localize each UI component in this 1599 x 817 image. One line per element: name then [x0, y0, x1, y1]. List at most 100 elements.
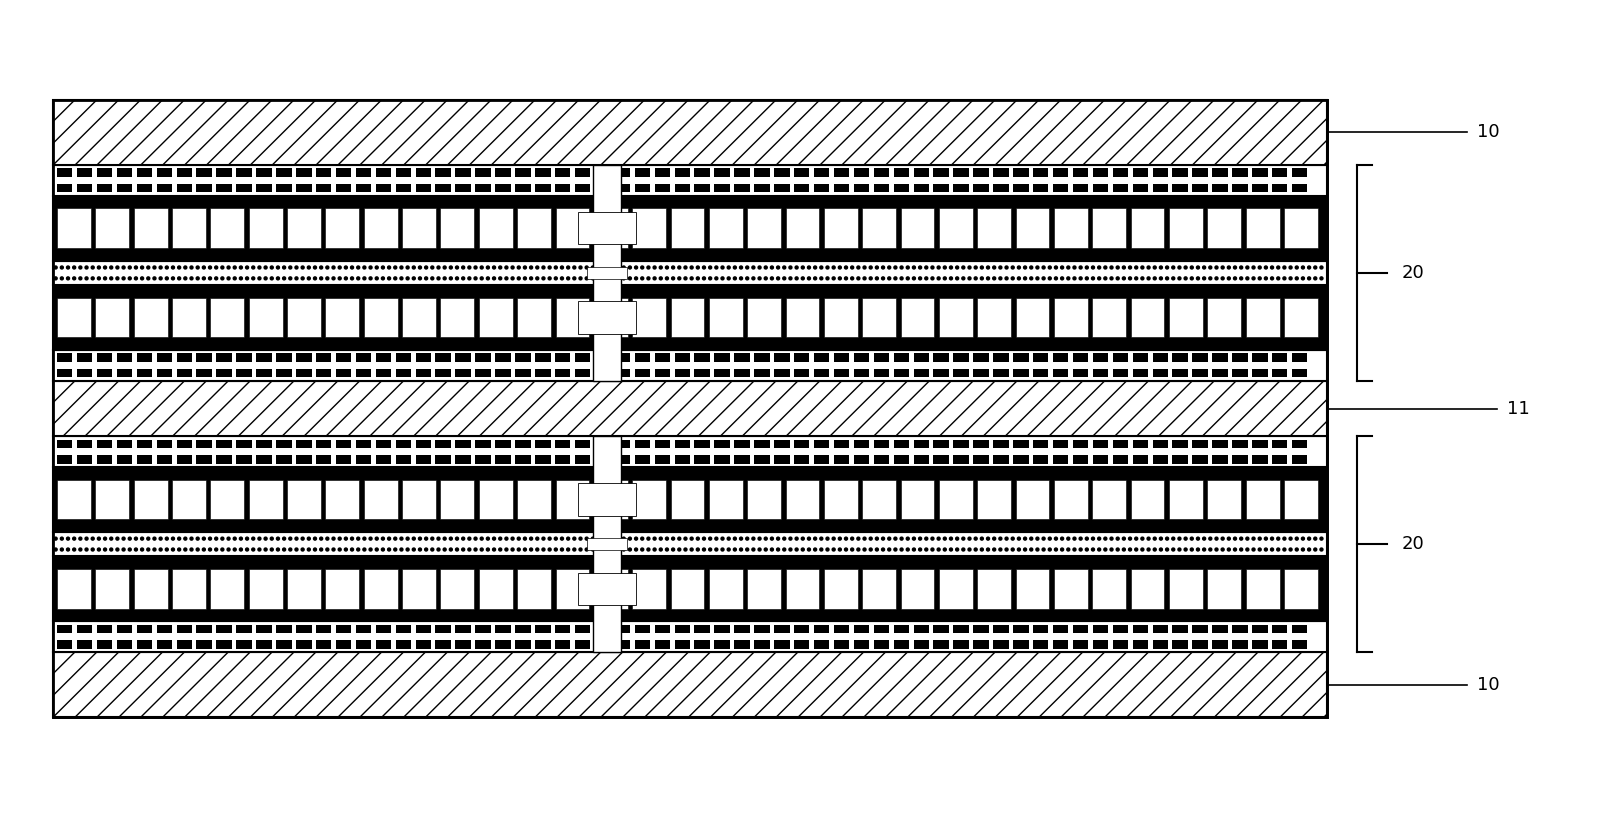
- Circle shape: [294, 266, 297, 269]
- Circle shape: [160, 537, 161, 540]
- Bar: [854, 640, 870, 649]
- Circle shape: [592, 548, 595, 551]
- Circle shape: [1166, 537, 1169, 540]
- Circle shape: [579, 266, 582, 269]
- Circle shape: [240, 277, 243, 280]
- Circle shape: [1302, 548, 1305, 551]
- Bar: [1284, 208, 1318, 248]
- Circle shape: [924, 266, 927, 269]
- Circle shape: [1190, 266, 1193, 269]
- Bar: [395, 368, 411, 377]
- Circle shape: [894, 266, 897, 269]
- Circle shape: [950, 266, 953, 269]
- Bar: [435, 354, 451, 362]
- Circle shape: [696, 266, 699, 269]
- Circle shape: [795, 277, 798, 280]
- Circle shape: [1116, 277, 1119, 280]
- Circle shape: [54, 277, 58, 280]
- Bar: [395, 455, 411, 463]
- Circle shape: [1135, 266, 1138, 269]
- Circle shape: [1043, 537, 1046, 540]
- Bar: [237, 440, 251, 449]
- Bar: [1172, 455, 1188, 463]
- Circle shape: [344, 266, 347, 269]
- Bar: [715, 368, 729, 377]
- Bar: [357, 624, 371, 633]
- Circle shape: [616, 266, 619, 269]
- Circle shape: [1017, 266, 1020, 269]
- Circle shape: [931, 537, 934, 540]
- Bar: [515, 440, 531, 449]
- Bar: [277, 440, 291, 449]
- Bar: [138, 440, 152, 449]
- Bar: [211, 297, 245, 337]
- Bar: [357, 455, 371, 463]
- Circle shape: [400, 277, 403, 280]
- Bar: [401, 297, 437, 337]
- Circle shape: [1295, 548, 1298, 551]
- Circle shape: [1129, 266, 1132, 269]
- Bar: [216, 440, 232, 449]
- Bar: [576, 354, 590, 362]
- Bar: [478, 297, 513, 337]
- Circle shape: [875, 537, 878, 540]
- Circle shape: [98, 277, 101, 280]
- Bar: [632, 480, 667, 520]
- Circle shape: [1135, 548, 1138, 551]
- Bar: [747, 208, 780, 248]
- Bar: [873, 624, 889, 633]
- Circle shape: [974, 537, 977, 540]
- Circle shape: [875, 277, 878, 280]
- Bar: [555, 480, 590, 520]
- Circle shape: [1067, 277, 1070, 280]
- Bar: [1014, 440, 1028, 449]
- Bar: [288, 208, 321, 248]
- Bar: [1193, 184, 1207, 193]
- Circle shape: [443, 266, 446, 269]
- Circle shape: [721, 548, 724, 551]
- Text: 11: 11: [1506, 400, 1529, 417]
- Circle shape: [203, 537, 205, 540]
- Bar: [1015, 208, 1049, 248]
- Circle shape: [197, 266, 200, 269]
- Bar: [755, 368, 769, 377]
- Bar: [734, 455, 750, 463]
- Circle shape: [277, 537, 280, 540]
- Circle shape: [672, 548, 675, 551]
- Circle shape: [1271, 266, 1273, 269]
- Circle shape: [1142, 548, 1143, 551]
- Circle shape: [277, 548, 280, 551]
- Bar: [277, 168, 291, 177]
- Circle shape: [561, 266, 563, 269]
- Circle shape: [277, 266, 280, 269]
- Circle shape: [110, 537, 112, 540]
- Circle shape: [592, 277, 595, 280]
- Circle shape: [240, 548, 243, 551]
- Bar: [1172, 168, 1188, 177]
- Circle shape: [795, 266, 798, 269]
- Circle shape: [950, 548, 953, 551]
- Circle shape: [684, 277, 688, 280]
- Circle shape: [659, 277, 662, 280]
- Circle shape: [764, 548, 768, 551]
- Bar: [708, 569, 742, 609]
- Bar: [694, 354, 710, 362]
- Circle shape: [1049, 266, 1051, 269]
- Circle shape: [598, 537, 601, 540]
- Circle shape: [104, 537, 107, 540]
- Circle shape: [771, 277, 774, 280]
- Circle shape: [851, 548, 854, 551]
- Bar: [77, 455, 93, 463]
- Bar: [1212, 624, 1228, 633]
- Circle shape: [307, 266, 310, 269]
- Circle shape: [430, 266, 433, 269]
- Circle shape: [171, 277, 174, 280]
- Bar: [58, 368, 72, 377]
- Circle shape: [1030, 277, 1033, 280]
- Circle shape: [1011, 548, 1014, 551]
- Circle shape: [561, 537, 563, 540]
- Circle shape: [91, 266, 94, 269]
- Circle shape: [566, 548, 569, 551]
- Circle shape: [1092, 266, 1094, 269]
- Bar: [365, 297, 398, 337]
